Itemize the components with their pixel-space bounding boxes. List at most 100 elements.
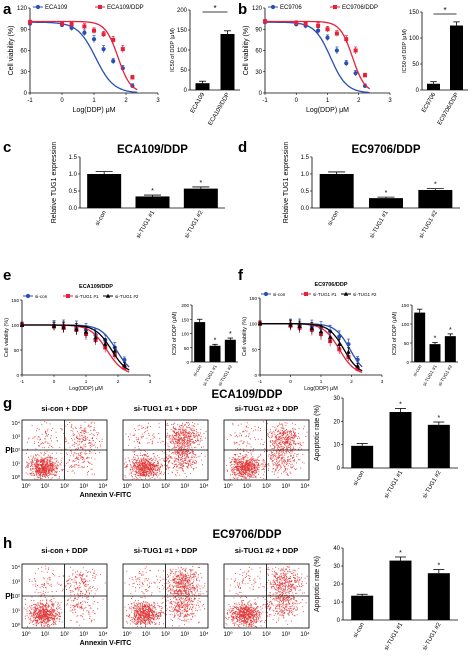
data-point <box>355 357 360 362</box>
d-bar-chart: 0.0 0.5 1.0 1.5 Relative TUG1 expression EC97… <box>283 142 460 240</box>
chart-title: ECA109/DDP <box>79 284 113 290</box>
bar <box>351 445 374 468</box>
chart-title: EC9706/DDP <box>314 282 347 288</box>
bar <box>444 336 456 362</box>
bar <box>194 322 206 362</box>
data-point <box>334 31 339 36</box>
y-tick-label: 30 <box>255 70 262 76</box>
legend-marker <box>105 293 111 298</box>
data-point <box>61 324 66 329</box>
x-tick-label: 10¹ <box>243 484 252 490</box>
x-axis-label: Log(DDP) μM <box>73 107 116 114</box>
data-point <box>355 363 360 368</box>
y-tick-label: 100 <box>249 322 257 327</box>
significance-mark: * <box>434 336 437 343</box>
data-point <box>316 28 321 33</box>
y-axis-label: PI <box>5 446 13 455</box>
bar <box>224 339 236 362</box>
bar <box>195 83 210 90</box>
y-tick-label: 200 <box>177 8 188 14</box>
data-point <box>28 20 32 25</box>
category-label: ECA109 <box>190 91 207 114</box>
y-axis-label: IC50 of DDP (μM) <box>392 311 398 355</box>
y-tick-label: 10³ <box>12 435 20 441</box>
y-tick-label: 50 <box>412 62 419 68</box>
legend-label: si-TUG1 #2 <box>115 294 139 299</box>
x-tick-label: 10² <box>60 484 69 490</box>
b-bar-chart: 0 50 100 150 IC50 of DDP (μM) EC9706 EC9706/DD… <box>402 6 468 126</box>
flow-cytometry-layer: si-con + DDP 10⁰ 10¹ 10² 10³ 10⁴ 10⁰ 10¹ 10² 10³ 1… <box>5 404 310 647</box>
y-tick-label: 100 <box>181 332 189 337</box>
x-tick-label: 1 <box>326 98 330 104</box>
y-axis-label: IC50 of DDP (μM) <box>402 29 408 73</box>
category-label: ECA109/DDP <box>208 92 232 127</box>
flow-plot-g2: si-TUG1 #1 + DDP 10⁰ 10¹ 10² 10³ 10⁴ Annexin V… <box>80 404 209 499</box>
y-axis-label: Cell viability (%) <box>242 317 248 356</box>
x-tick-label: 10³ <box>180 632 189 638</box>
y-tick-label: 90 <box>20 27 27 33</box>
x-tick-label: 10⁴ <box>98 631 108 638</box>
panel-letter-e: e <box>3 267 11 284</box>
y-tick-label: 30 <box>20 70 27 76</box>
y-tick-label: 0 <box>24 91 28 97</box>
y-tick-label: 0.5 <box>301 189 310 195</box>
legend-label: si-con <box>35 294 48 299</box>
x-tick-label: 1 <box>320 379 323 384</box>
series-line <box>260 323 363 372</box>
legend-marker <box>263 291 269 297</box>
x-tick-label: 3 <box>388 98 392 104</box>
category-label: si-TUG1 #1 <box>384 621 405 651</box>
category-label: si-con <box>353 622 366 639</box>
x-tick-label: 10² <box>161 484 170 490</box>
data-point <box>325 27 330 32</box>
y-tick-label: 0.0 <box>69 206 78 212</box>
y-tick-label: 1.5 <box>69 155 78 161</box>
y-tick-label: 150 <box>401 303 409 308</box>
legend-label: si-con <box>273 292 286 297</box>
category-label: EC9706 <box>421 91 437 113</box>
y-tick-label: 0 <box>186 360 189 365</box>
x-tick-label: 10¹ <box>142 632 151 638</box>
legend-label: EC9706/DDP <box>342 5 378 11</box>
data-point <box>103 341 108 346</box>
y-tick-label: 150 <box>409 10 420 16</box>
category-label: si-TUG1 #1 <box>369 209 390 239</box>
data-point <box>82 30 87 35</box>
y-tick-label: 0 <box>259 91 263 97</box>
legend-marker <box>35 4 41 10</box>
y-tick-label: 100 <box>401 322 409 327</box>
data-point <box>353 71 358 76</box>
x-tick-label: 3 <box>381 379 384 384</box>
bar <box>87 174 122 208</box>
y-tick-label: 10⁴ <box>12 564 21 571</box>
x-tick-label: 10² <box>161 632 170 638</box>
panel-letter-g: g <box>3 395 12 412</box>
x-axis-label: Log(DDP) μM <box>304 386 338 392</box>
significance-mark: * <box>434 182 437 189</box>
x-tick-label: 10¹ <box>41 484 50 490</box>
x-tick-label: 10³ <box>281 632 290 638</box>
x-tick-label: 10¹ <box>41 632 50 638</box>
significance-mark: * <box>199 180 202 187</box>
data-point <box>60 21 64 26</box>
data-point <box>337 341 342 346</box>
y-tick-label: 0.0 <box>301 206 310 212</box>
bar <box>209 345 221 362</box>
x-tick-label: 0 <box>53 379 56 384</box>
y-tick-label: 10 <box>333 443 340 449</box>
x-tick-label: 1 <box>92 98 96 104</box>
category-label: si-TUG1 #2 <box>437 364 453 387</box>
x-tick-label: 3 <box>156 98 160 104</box>
bar <box>319 174 354 208</box>
panel-letter-h: h <box>3 535 12 552</box>
legend-marker <box>98 5 102 9</box>
category-label: si-TUG1 #2 <box>184 209 205 239</box>
x-axis-label: Log(DDP) μM <box>306 107 349 114</box>
bar <box>429 344 441 362</box>
legend-marker <box>343 291 349 296</box>
y-tick-label: 0 <box>254 373 257 378</box>
x-tick-label: 10⁴ <box>300 483 310 490</box>
legend-label: si-TUG1 #1 <box>313 292 337 297</box>
bar <box>389 560 412 620</box>
